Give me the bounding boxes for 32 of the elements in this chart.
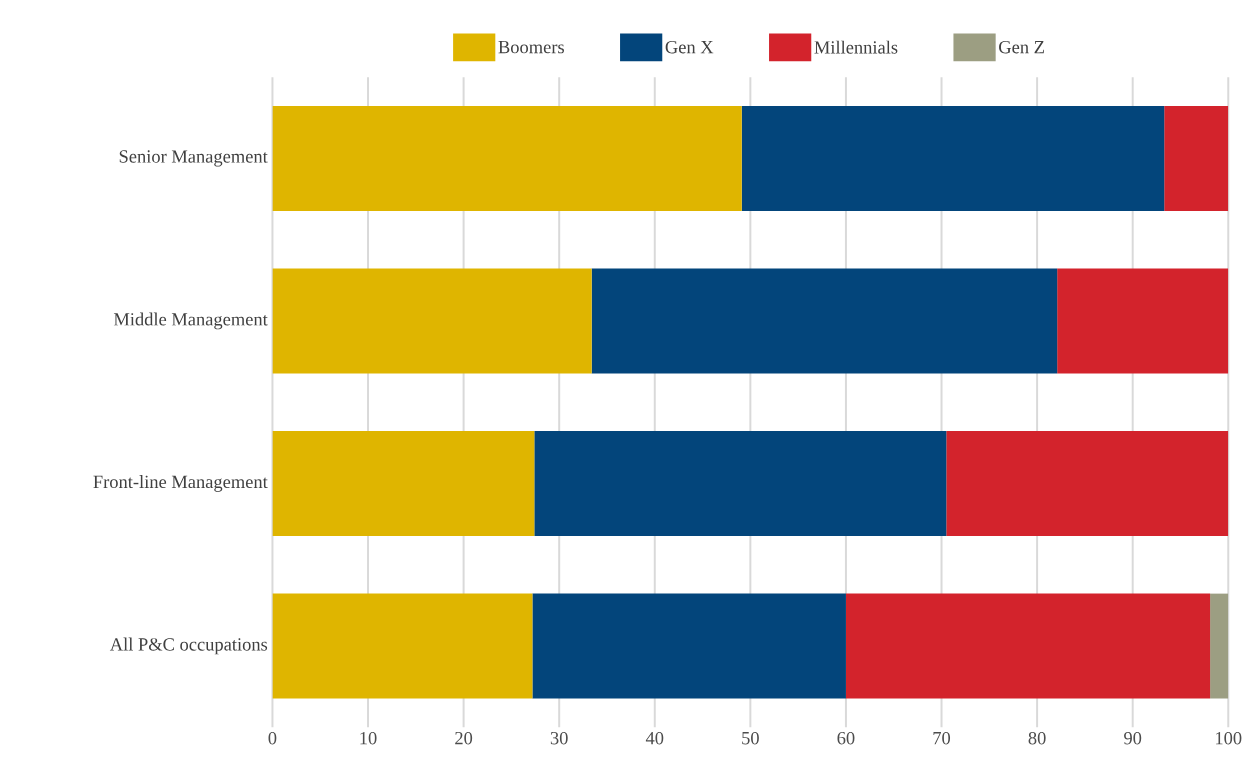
x-tick-label: 80 <box>1028 732 1046 745</box>
x-tick-label: 10 <box>360 732 377 745</box>
bar <box>741 106 1165 211</box>
x-tick-label: 100 <box>1216 732 1242 745</box>
bar <box>946 431 1229 537</box>
bar <box>534 431 947 537</box>
bar <box>591 268 1058 374</box>
bar <box>272 106 742 211</box>
bar <box>272 593 533 699</box>
bar <box>272 268 592 374</box>
x-tick-label: 20 <box>455 732 473 745</box>
bar <box>845 593 1211 699</box>
bar <box>1164 106 1229 211</box>
bar <box>532 593 846 699</box>
legend-label: Gen Z <box>999 41 1044 54</box>
y-tick-label: All P&C occupations <box>109 637 268 655</box>
y-tick-label: Senior Management <box>119 150 268 167</box>
x-tick-label: 90 <box>1124 732 1142 745</box>
x-tick-label: 40 <box>645 732 664 745</box>
x-tick-label: 70 <box>933 732 951 745</box>
x-tick-label: 50 <box>742 732 759 745</box>
x-tick-label: 60 <box>837 732 855 745</box>
x-tick-label: 30 <box>550 732 568 745</box>
bar <box>1057 268 1229 374</box>
bar <box>1210 593 1229 699</box>
x-tick-label: 0 <box>268 732 277 745</box>
legend-label: Gen X <box>665 41 714 54</box>
legend-label: Boomers <box>498 41 564 54</box>
legend-label: Millennials <box>814 40 898 54</box>
y-tick-label: Front-line Management <box>93 475 268 492</box>
y-tick-label: Middle Management <box>113 312 268 330</box>
bar <box>272 431 535 537</box>
